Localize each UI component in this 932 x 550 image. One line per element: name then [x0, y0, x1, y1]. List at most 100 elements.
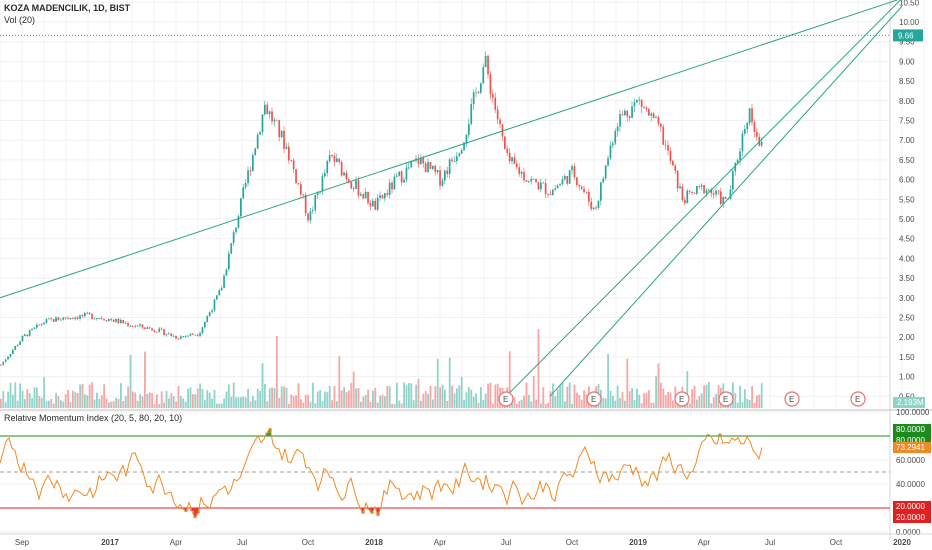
- volume-bar: [86, 395, 89, 408]
- volume-bar: [28, 393, 31, 408]
- candle-body: [688, 190, 691, 192]
- volume-bar: [115, 397, 117, 408]
- candle-body: [549, 194, 552, 196]
- volume-bar: [225, 391, 228, 408]
- volume-bar: [672, 400, 674, 408]
- volume-bar: [708, 382, 710, 408]
- candle-body: [672, 161, 674, 166]
- candle-body: [369, 203, 372, 207]
- volume-bar: [470, 389, 473, 408]
- volume-bar: [559, 385, 561, 408]
- candle-body: [429, 162, 432, 169]
- candle-body: [480, 83, 482, 93]
- volume-bar: [244, 397, 247, 408]
- candle-body: [364, 191, 367, 199]
- last-price-tag: [893, 29, 923, 42]
- volume-bar: [160, 391, 163, 408]
- candle-body: [213, 299, 216, 311]
- volume-bar: [525, 382, 528, 408]
- candle-body: [276, 119, 278, 121]
- volume-bar: [734, 392, 737, 408]
- candle-body: [108, 319, 110, 322]
- candle-body: [247, 170, 249, 184]
- trendlines[interactable]: [0, 0, 903, 397]
- candle-body: [518, 167, 521, 174]
- candle-body: [645, 107, 648, 110]
- candle-body: [652, 113, 655, 118]
- rmi-tick-label: 100.0000: [896, 408, 930, 417]
- volume-bar: [237, 397, 240, 408]
- candle-body: [643, 106, 645, 108]
- candle-body: [753, 122, 756, 132]
- volume-bar: [57, 396, 60, 408]
- price-tick-label: 10.00: [899, 18, 920, 27]
- volume-bar: [482, 400, 485, 408]
- volume-bar: [576, 392, 578, 408]
- candle-body: [384, 193, 386, 199]
- volume-bar: [528, 394, 530, 408]
- candle-body: [475, 91, 477, 93]
- candle-body: [614, 131, 617, 144]
- candle-body: [424, 163, 427, 173]
- candle-body: [448, 159, 451, 174]
- earnings-marker: [586, 391, 602, 407]
- volume-bar: [609, 390, 612, 408]
- candle-body: [9, 353, 12, 357]
- candle-body: [352, 188, 355, 189]
- volume-bar: [199, 383, 201, 408]
- volume-bar: [96, 392, 98, 408]
- volume-bar: [640, 403, 643, 408]
- volume-bar: [549, 391, 552, 408]
- volume-bar: [472, 396, 475, 408]
- volume-bar: [396, 382, 398, 408]
- candle-body: [134, 326, 137, 328]
- volume-bar: [688, 403, 691, 408]
- candle-body: [636, 99, 638, 103]
- volume-bar: [151, 393, 153, 408]
- volume-bar: [182, 398, 185, 408]
- price-tick-label: 8.00: [899, 97, 915, 106]
- volume-bar: [693, 385, 696, 408]
- candle-body: [216, 295, 218, 300]
- candle-body: [662, 126, 665, 145]
- volume-bar: [607, 354, 609, 408]
- candle-body: [398, 171, 401, 176]
- candle-body: [254, 148, 257, 156]
- overbought-tag: [893, 424, 931, 435]
- candle-body: [741, 133, 744, 152]
- volume-bar: [542, 387, 545, 408]
- candle-body: [52, 319, 55, 322]
- candle-body: [232, 232, 235, 244]
- volume-bar: [362, 396, 365, 408]
- volume-bar: [295, 395, 297, 408]
- candle-body: [396, 175, 398, 177]
- candle-body: [64, 317, 67, 319]
- candle-body: [420, 157, 422, 164]
- volume-bar: [55, 393, 57, 408]
- price-grid: [0, 0, 925, 408]
- candle-body: [744, 129, 746, 134]
- volume-bar: [139, 394, 141, 408]
- candles[interactable]: [0, 51, 763, 366]
- rmi-pane[interactable]: 100.0000 60.0000 40.0000 0.0000 80.0000 80.00…: [0, 408, 932, 537]
- price-plot-bg: [0, 0, 890, 408]
- candle-body: [112, 319, 115, 322]
- candle-body: [261, 114, 264, 133]
- candle-body: [631, 106, 633, 118]
- volume-bar: [489, 382, 492, 408]
- volume-bar: [163, 402, 165, 408]
- candle-body: [537, 182, 540, 190]
- volume-bar: [460, 376, 463, 408]
- candle-body: [62, 317, 65, 320]
- candle-body: [256, 134, 259, 149]
- candle-body: [463, 142, 465, 151]
- volume-bar: [208, 392, 211, 408]
- candle-body: [115, 318, 117, 322]
- candle-body: [532, 178, 535, 180]
- volume-bar: [636, 388, 638, 408]
- support-trendline-2: [549, 5, 903, 397]
- volume-bar: [64, 394, 67, 408]
- volume-bar: [760, 383, 763, 408]
